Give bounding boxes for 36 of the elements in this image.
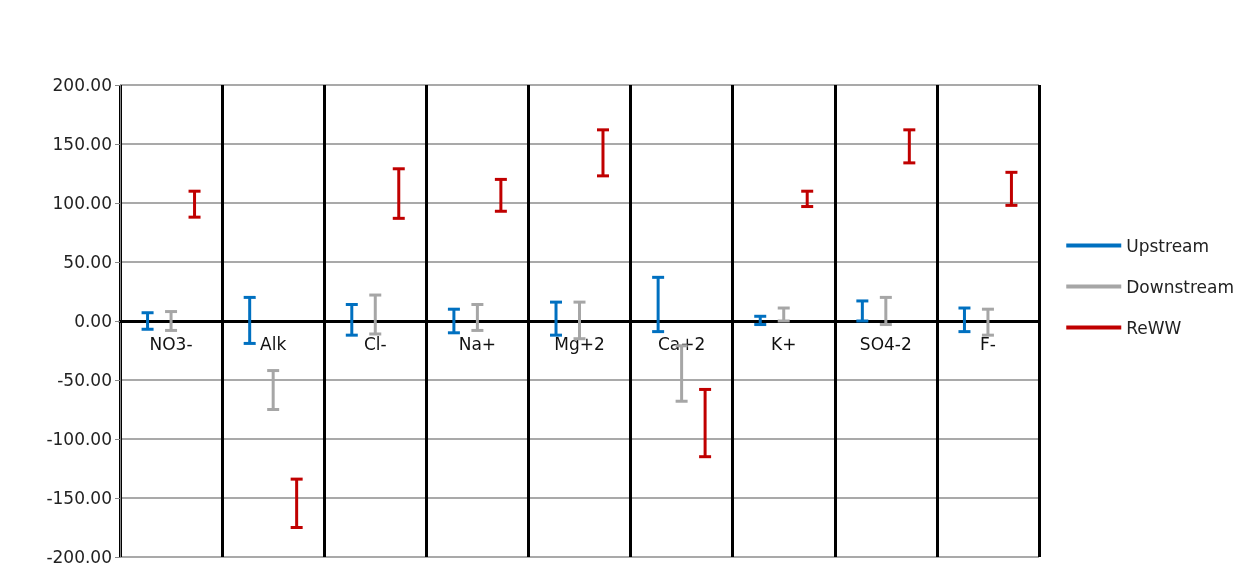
y-tick-label: -150.00 <box>46 488 112 508</box>
y-tick-label: -100.00 <box>46 429 112 449</box>
bar <box>601 129 605 176</box>
legend-label: Downstream <box>1126 276 1235 297</box>
bar <box>860 300 864 321</box>
bar <box>703 389 707 457</box>
bar <box>397 168 401 219</box>
x-tick-label: Alk <box>260 333 287 354</box>
bar <box>248 297 252 344</box>
bar <box>578 302 581 339</box>
bar <box>554 302 558 336</box>
x-tick-label: Ca+2 <box>657 333 706 354</box>
legend-label: ReWW <box>1126 317 1182 338</box>
x-tick-label: Cl- <box>363 333 387 354</box>
y-tick-label: -200.00 <box>46 547 112 567</box>
legend-label: Upstream <box>1126 235 1210 256</box>
y-tick-label: 200.00 <box>52 75 112 95</box>
bar <box>499 179 503 212</box>
bar <box>295 479 299 528</box>
x-tick-label: Mg+2 <box>554 333 605 354</box>
y-tick-label: 150.00 <box>52 134 112 154</box>
x-tick-label: NO3- <box>149 333 193 354</box>
bar <box>907 129 911 163</box>
x-tick-label: K+ <box>771 333 797 354</box>
x-tick-label: SO4-2 <box>859 333 912 354</box>
x-tick-label: F- <box>979 333 996 354</box>
y-tick-label: -50.00 <box>57 370 112 390</box>
y-tick-label: 0.00 <box>74 311 112 331</box>
y-tick-label: 100.00 <box>52 193 112 213</box>
bar <box>656 277 660 332</box>
bar <box>373 295 377 334</box>
bar <box>271 370 275 410</box>
bar <box>350 304 354 336</box>
bar <box>1009 172 1013 206</box>
y-tick-label: 50.00 <box>63 252 112 272</box>
x-tick-label: Na+ <box>458 333 497 354</box>
